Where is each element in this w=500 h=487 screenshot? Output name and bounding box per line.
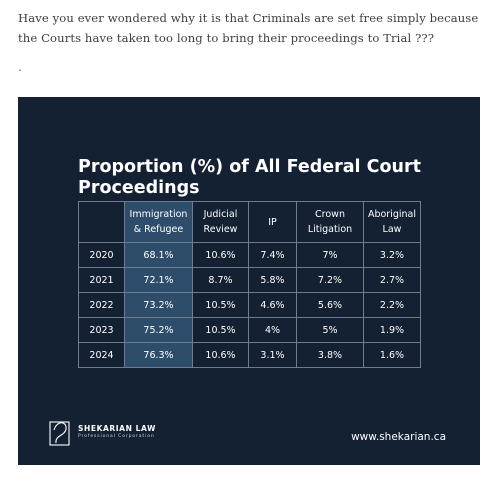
logo-name: SHEKARIAN LAW (78, 424, 156, 433)
logo-mark-icon (49, 421, 70, 446)
header-cell-aboriginal-law: Aboriginal Law (363, 201, 421, 243)
header-cell-empty (78, 201, 125, 243)
table-cell: 10.6% (192, 242, 249, 268)
table-row: 2021 72.1% 8.7% 5.8% 7.2% 2.7% (78, 267, 421, 293)
table-cell: 7% (296, 242, 364, 268)
table-cell: 3.1% (248, 342, 297, 368)
table-cell: 10.5% (192, 292, 249, 318)
post-intro-text: Have you ever wondered why it is that Cr… (18, 11, 479, 45)
year-cell: 2024 (78, 342, 125, 368)
year-cell: 2023 (78, 317, 125, 343)
year-cell: 2021 (78, 267, 125, 293)
table-cell: 1.9% (363, 317, 421, 343)
table-row: 2024 76.3% 10.6% 3.1% 3.8% 1.6% (78, 342, 421, 368)
separator-dot: . (18, 60, 22, 74)
year-cell: 2022 (78, 292, 125, 318)
table-cell: 10.5% (192, 317, 249, 343)
header-cell-ip: IP (248, 201, 297, 243)
year-cell: 2020 (78, 242, 125, 268)
table-cell: 76.3% (124, 342, 193, 368)
table-cell: 5.6% (296, 292, 364, 318)
table-cell: 7.2% (296, 267, 364, 293)
website-url: www.shekarian.ca (351, 431, 446, 443)
table-cell: 3.2% (363, 242, 421, 268)
table-header-row: Immigration & Refugee Judicial Review IP… (78, 201, 421, 243)
table-cell: 3.8% (296, 342, 364, 368)
table-cell: 68.1% (124, 242, 193, 268)
table-cell: 4.6% (248, 292, 297, 318)
table-cell: 10.6% (192, 342, 249, 368)
table-row: 2023 75.2% 10.5% 4% 5% 1.9% (78, 317, 421, 343)
header-cell-immigration: Immigration & Refugee (124, 201, 193, 243)
table-cell: 1.6% (363, 342, 421, 368)
table-cell: 4% (248, 317, 297, 343)
table-cell: 2.2% (363, 292, 421, 318)
table-cell: 5.8% (248, 267, 297, 293)
table-cell: 2.7% (363, 267, 421, 293)
header-cell-crown-litigation: Crown Litigation (296, 201, 364, 243)
table-cell: 73.2% (124, 292, 193, 318)
header-cell-judicial-review: Judicial Review (192, 201, 249, 243)
table-cell: 7.4% (248, 242, 297, 268)
table-row: 2022 73.2% 10.5% 4.6% 5.6% 2.2% (78, 292, 421, 318)
table-cell: 8.7% (192, 267, 249, 293)
infographic-title: Proportion (%) of All Federal Court Proc… (78, 157, 421, 198)
table-cell: 75.2% (124, 317, 193, 343)
shekarian-law-logo: SHEKARIAN LAW Professional Corporation (48, 417, 156, 447)
table-cell: 5% (296, 317, 364, 343)
infographic-image: Proportion (%) of All Federal Court Proc… (18, 97, 480, 465)
table-row: 2020 68.1% 10.6% 7.4% 7% 3.2% (78, 242, 421, 268)
table-cell: 72.1% (124, 267, 193, 293)
court-proceedings-table: Immigration & Refugee Judicial Review IP… (78, 201, 421, 368)
logo-subtitle: Professional Corporation (78, 434, 155, 439)
